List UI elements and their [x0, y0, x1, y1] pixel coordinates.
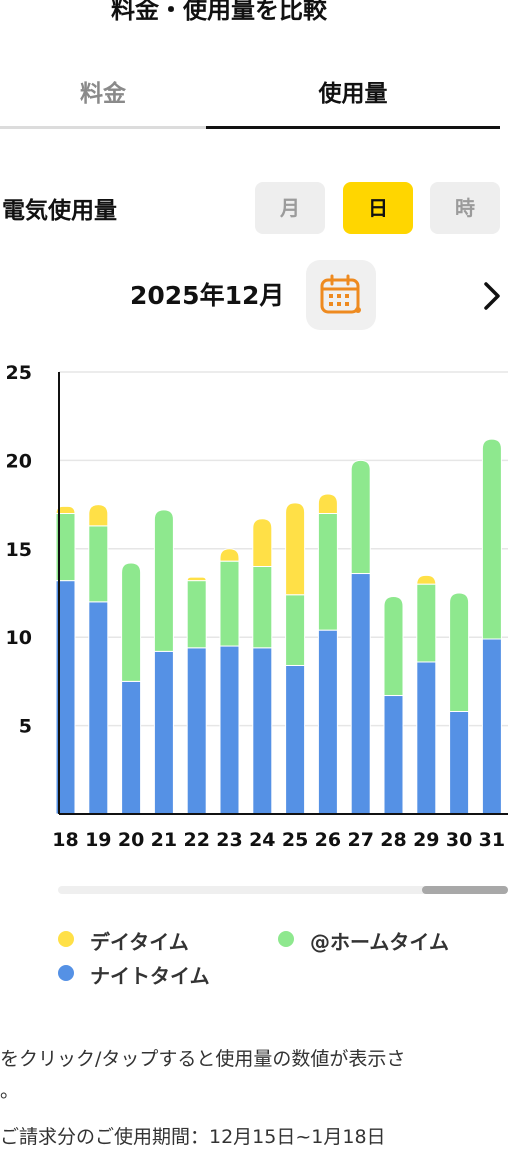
next-month-button[interactable] — [478, 280, 506, 312]
legend-label-night-time: ナイトタイム — [90, 964, 210, 988]
bar-home-time — [350, 459, 371, 575]
x-tick-label: 24 — [249, 829, 275, 851]
granularity-month-button[interactable]: 月 — [255, 182, 325, 234]
y-tick-label: 20 — [6, 450, 32, 472]
x-tick-label: 22 — [183, 829, 209, 851]
bar-home-time — [88, 525, 109, 603]
bar-night-time — [153, 650, 174, 815]
usage-bar-chart: 5 10 15 20 25 18 19 20 21 22 23 24 25 26 27 28 29 30 31 — [6, 362, 508, 851]
bar-day-time — [416, 574, 437, 585]
bar-home-time — [219, 560, 240, 647]
bar-night-time — [121, 680, 142, 815]
bar-home-time — [285, 594, 306, 666]
bar-home-time — [481, 438, 502, 640]
bar-home-time — [416, 583, 437, 663]
x-tick-label: 26 — [315, 829, 341, 851]
bar-home-time — [252, 565, 273, 649]
bar-home-time — [121, 562, 142, 682]
bar-night-time — [416, 661, 437, 815]
tab-fee[interactable]: 料金 — [0, 70, 206, 129]
y-tick-label: 15 — [6, 539, 32, 561]
bar-home-time — [153, 509, 174, 652]
x-tick-label: 23 — [216, 829, 242, 851]
bar-night-time — [317, 629, 338, 815]
chart-hint-text: をクリック/タップすると使用量の数値が表示さ — [0, 1048, 406, 1070]
chart-hint-text-continued: 。 — [0, 1080, 20, 1102]
x-tick-label: 20 — [118, 829, 144, 851]
period-label: 2025年12月 — [130, 281, 285, 310]
tab-bar: 料金 使用量 — [0, 70, 500, 130]
x-tick-label: 19 — [85, 829, 111, 851]
bar-night-time — [481, 638, 502, 815]
x-tick-label: 18 — [52, 829, 78, 851]
bar-night-time — [449, 710, 470, 815]
bar-day-time — [186, 576, 207, 582]
bar-night-time — [285, 664, 306, 815]
bar-day-time — [252, 518, 273, 567]
bar-home-time — [186, 580, 207, 649]
bar-night-time — [88, 601, 109, 815]
calendar-icon — [320, 274, 361, 314]
page-title: 料金・使用量を比較 — [111, 0, 327, 24]
chart-scrollbar-thumb[interactable] — [422, 886, 508, 894]
bar-day-time — [317, 493, 338, 514]
bar-home-time — [317, 512, 338, 631]
chart-scrollbar-track[interactable] — [58, 886, 508, 894]
legend-dot-day-time — [58, 931, 74, 947]
bar-night-time — [383, 695, 404, 815]
x-tick-label: 28 — [380, 829, 406, 851]
legend-dot-night-time — [58, 965, 74, 981]
bar-day-time — [285, 502, 306, 596]
granularity-hour-button[interactable]: 時 — [430, 182, 500, 234]
calendar-button[interactable] — [306, 260, 376, 330]
chevron-right-icon — [484, 282, 500, 310]
legend-label-home-time: @ホームタイム — [310, 930, 449, 954]
bar-day-time — [55, 505, 76, 514]
tab-usage[interactable]: 使用量 — [206, 70, 500, 129]
y-tick-label: 25 — [6, 362, 32, 384]
bar-day-time — [88, 504, 109, 527]
section-label: 電気使用量 — [2, 198, 117, 224]
y-tick-label: 10 — [6, 627, 32, 649]
x-tick-label: 30 — [446, 829, 472, 851]
bar-home-time — [449, 592, 470, 712]
x-tick-label: 27 — [347, 829, 373, 851]
legend-label-day-time: デイタイム — [90, 930, 189, 954]
y-tick-label: 5 — [19, 716, 32, 738]
bar-night-time — [350, 573, 371, 815]
bar-day-time — [219, 548, 240, 562]
x-tick-label: 25 — [282, 829, 308, 851]
x-tick-label: 29 — [413, 829, 439, 851]
bar-night-time — [219, 645, 240, 815]
legend-dot-home-time — [278, 931, 294, 947]
x-tick-label: 31 — [479, 829, 505, 851]
x-tick-label: 21 — [151, 829, 177, 851]
bar-night-time — [186, 647, 207, 815]
bar-night-time — [252, 647, 273, 815]
billing-period-text: ご請求分のご使用期間：12月15日~1月18日 — [0, 1126, 386, 1148]
bar-home-time — [383, 596, 404, 697]
granularity-day-button[interactable]: 日 — [343, 182, 413, 234]
